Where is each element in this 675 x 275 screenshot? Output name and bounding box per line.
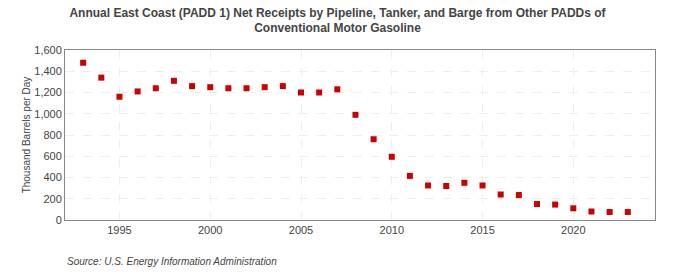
- svg-text:Thousand Barrels per Day: Thousand Barrels per Day: [21, 77, 32, 194]
- svg-text:2020: 2020: [561, 224, 585, 236]
- svg-text:0: 0: [56, 214, 62, 226]
- svg-text:2005: 2005: [289, 224, 313, 236]
- svg-text:600: 600: [43, 150, 61, 162]
- svg-text:1995: 1995: [107, 224, 131, 236]
- svg-text:1,400: 1,400: [34, 65, 62, 77]
- svg-text:800: 800: [43, 129, 61, 141]
- svg-text:2015: 2015: [470, 224, 494, 236]
- svg-text:1,600: 1,600: [34, 44, 62, 56]
- svg-text:1,000: 1,000: [34, 108, 62, 120]
- svg-text:200: 200: [43, 193, 61, 205]
- svg-text:1,200: 1,200: [34, 86, 62, 98]
- svg-text:Source: U.S. Energy Informatio: Source: U.S. Energy Information Administ…: [67, 256, 277, 267]
- svg-text:400: 400: [43, 171, 61, 183]
- svg-text:2010: 2010: [380, 224, 404, 236]
- svg-text:2000: 2000: [198, 224, 222, 236]
- svg-text:Annual East Coast (PADD 1) Net: Annual East Coast (PADD 1) Net Receipts …: [69, 6, 606, 36]
